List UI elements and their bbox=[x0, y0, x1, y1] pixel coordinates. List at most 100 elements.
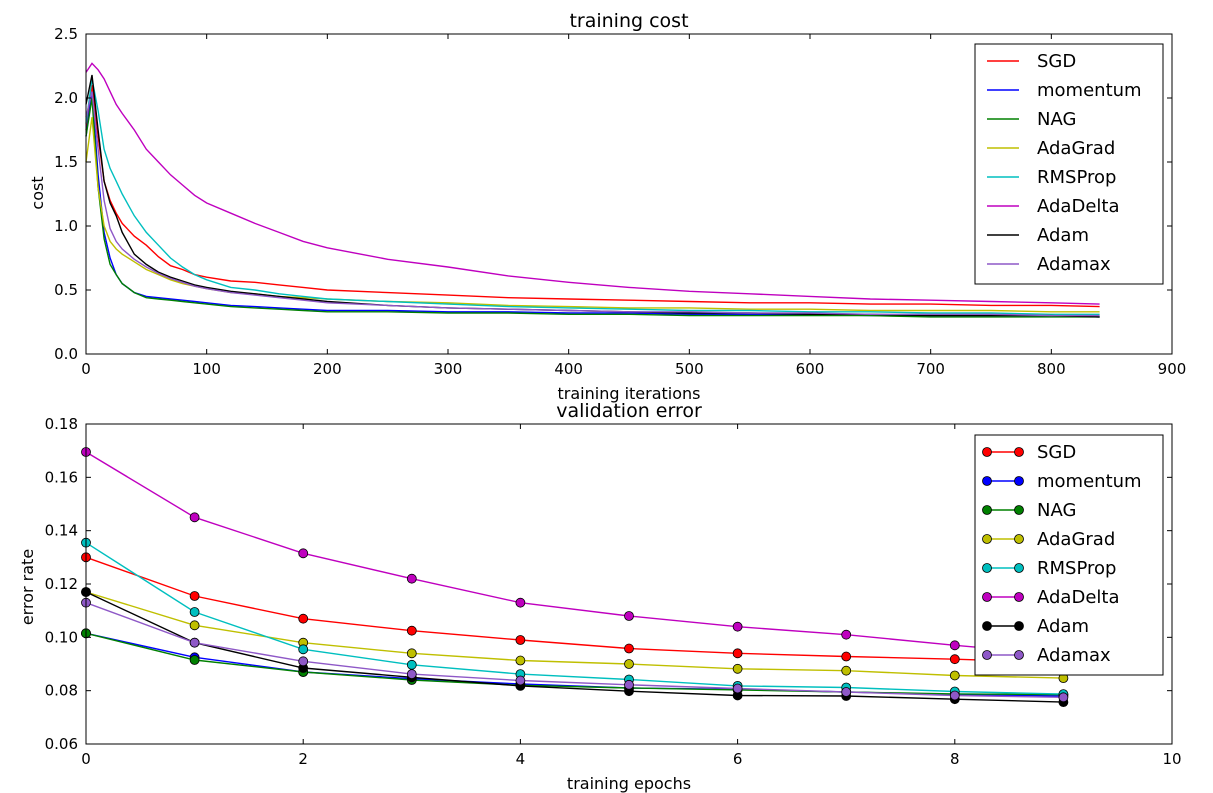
legend-marker bbox=[982, 592, 992, 602]
legend-label: SGD bbox=[1037, 442, 1076, 463]
x-tick-label: 10 bbox=[1162, 750, 1181, 768]
series-line-nag bbox=[85, 632, 1064, 696]
legend-label: NAG bbox=[1037, 500, 1076, 521]
legend-marker bbox=[982, 563, 992, 573]
data-point bbox=[189, 637, 200, 648]
data-point bbox=[624, 611, 634, 621]
legend-item: momentum bbox=[987, 80, 1142, 101]
legend-item: SGD bbox=[982, 442, 1076, 463]
series-line-adagrad bbox=[85, 591, 1064, 679]
legend-label: RMSProp bbox=[1037, 167, 1116, 188]
data-point bbox=[298, 548, 309, 559]
legend-label: AdaGrad bbox=[1037, 138, 1115, 159]
data-point bbox=[298, 644, 309, 655]
y-tick-label: 0.14 bbox=[45, 522, 78, 540]
legend-label: Adam bbox=[1037, 225, 1089, 246]
plot-area bbox=[85, 62, 1100, 318]
y-axis-label: error rate bbox=[18, 549, 37, 625]
legend-item: AdaDelta bbox=[987, 196, 1119, 217]
data-point bbox=[406, 669, 417, 680]
y-tick-label: 1.0 bbox=[54, 217, 78, 235]
chart-title: training cost bbox=[569, 10, 688, 32]
y-tick-label: 0.06 bbox=[45, 735, 78, 753]
x-tick-label: 700 bbox=[916, 360, 945, 378]
x-tick-label: 0 bbox=[81, 360, 91, 378]
legend-item: RMSProp bbox=[987, 167, 1116, 188]
legend-item: AdaDelta bbox=[982, 587, 1119, 608]
legend-marker bbox=[1014, 534, 1024, 544]
series-line-adamax bbox=[85, 91, 1100, 317]
legend-label: momentum bbox=[1037, 471, 1142, 492]
legend-label: NAG bbox=[1037, 109, 1076, 130]
data-point bbox=[841, 687, 852, 697]
legend-item: Adam bbox=[982, 616, 1089, 637]
legend-item: NAG bbox=[982, 500, 1076, 521]
y-tick-label: 0.10 bbox=[45, 628, 78, 646]
y-tick-label: 0.18 bbox=[45, 415, 78, 433]
legend-marker bbox=[1014, 476, 1024, 486]
series-line-rmsprop bbox=[85, 542, 1064, 695]
legend-marker bbox=[982, 505, 992, 515]
data-point bbox=[732, 648, 743, 659]
legend-marker bbox=[982, 447, 992, 457]
plot-area bbox=[81, 447, 1069, 708]
data-point bbox=[515, 635, 526, 645]
legend-item: Adamax bbox=[982, 645, 1111, 666]
legend-marker bbox=[1014, 505, 1024, 515]
data-point bbox=[298, 613, 309, 624]
series-line-adam bbox=[85, 591, 1064, 703]
y-tick-label: 1.5 bbox=[54, 153, 78, 171]
legend-item: Adamax bbox=[987, 254, 1111, 275]
data-point bbox=[406, 659, 417, 670]
x-tick-label: 900 bbox=[1158, 360, 1187, 378]
data-point bbox=[624, 659, 634, 669]
y-tick-label: 2.0 bbox=[54, 89, 78, 107]
data-point bbox=[406, 573, 417, 584]
legend-item: RMSProp bbox=[982, 558, 1116, 579]
y-tick-label: 0.12 bbox=[45, 575, 78, 593]
legend-marker bbox=[982, 534, 992, 544]
x-tick-label: 800 bbox=[1037, 360, 1066, 378]
data-point bbox=[515, 675, 526, 686]
legend-marker bbox=[1014, 447, 1024, 457]
legend-label: AdaDelta bbox=[1037, 196, 1119, 217]
legend-box bbox=[974, 43, 1164, 285]
legend: SGD momentum NAG AdaGrad RMSProp AdaDelta Adam… bbox=[974, 434, 1164, 676]
data-point bbox=[189, 620, 200, 631]
legend-label: Adamax bbox=[1037, 645, 1111, 666]
legend-item: AdaGrad bbox=[987, 138, 1115, 159]
legend-label: Adam bbox=[1037, 616, 1089, 637]
data-point bbox=[189, 591, 200, 601]
legend-item: NAG bbox=[987, 109, 1076, 130]
training-cost-chart: training cost training iterations cost 0… bbox=[28, 10, 1186, 403]
y-tick-label: 0.0 bbox=[54, 345, 78, 363]
data-point bbox=[515, 597, 526, 608]
data-point bbox=[624, 679, 634, 690]
legend-marker bbox=[982, 621, 992, 631]
legend-label: Adamax bbox=[1037, 254, 1111, 275]
legend-marker bbox=[982, 650, 992, 660]
series-line-sgd bbox=[85, 556, 1064, 664]
data-point bbox=[1058, 692, 1069, 703]
data-point bbox=[189, 512, 200, 523]
data-point bbox=[189, 655, 200, 665]
legend-label: AdaDelta bbox=[1037, 587, 1119, 608]
data-point bbox=[949, 690, 960, 701]
x-tick-label: 4 bbox=[516, 750, 526, 768]
data-point bbox=[949, 640, 960, 651]
series-line-nag bbox=[85, 97, 1100, 318]
data-point bbox=[732, 621, 743, 632]
x-tick-label: 100 bbox=[192, 360, 221, 378]
legend-label: AdaGrad bbox=[1037, 529, 1115, 550]
plot-frame bbox=[85, 33, 1173, 355]
data-point bbox=[515, 655, 526, 666]
legend-marker bbox=[1014, 592, 1024, 602]
x-tick-label: 6 bbox=[733, 750, 743, 768]
legend-marker bbox=[1014, 563, 1024, 573]
legend-marker bbox=[1014, 650, 1024, 660]
series-line-adadelta bbox=[85, 451, 1064, 656]
data-point bbox=[189, 607, 200, 617]
legend-item: AdaGrad bbox=[982, 529, 1115, 550]
legend-item: Adam bbox=[987, 225, 1089, 246]
